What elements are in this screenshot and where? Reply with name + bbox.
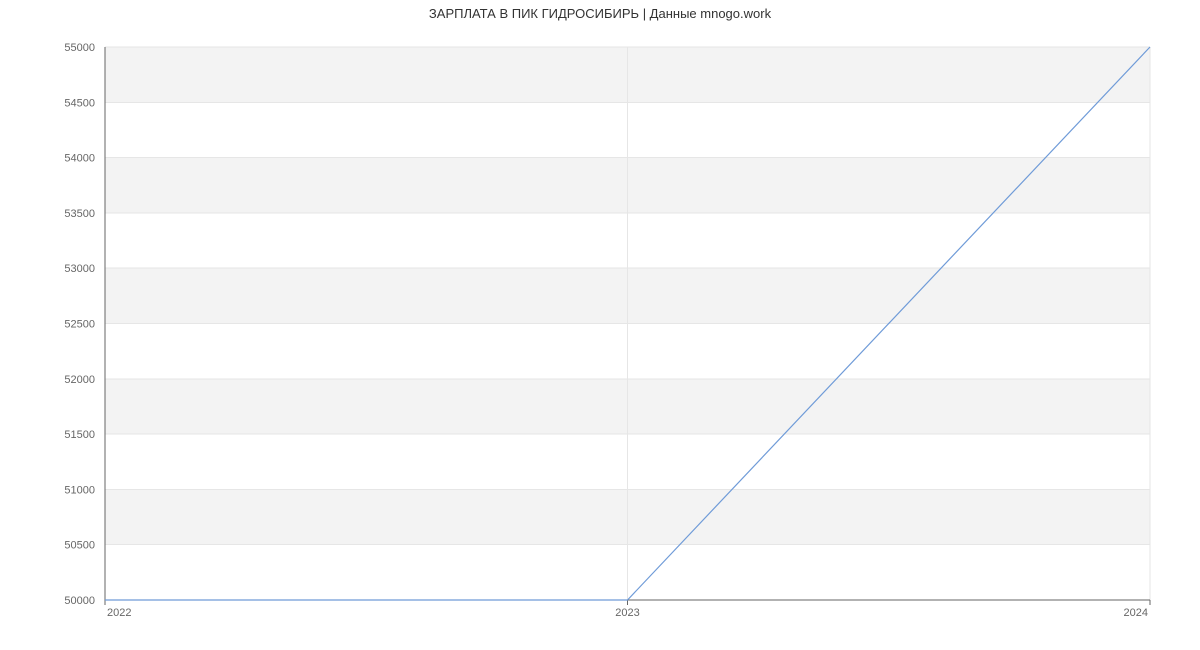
x-tick-label: 2022 (107, 607, 131, 619)
y-tick-label: 50000 (64, 595, 95, 607)
y-tick-label: 54500 (64, 97, 95, 109)
y-tick-label: 51500 (64, 429, 95, 441)
y-tick-label: 55000 (64, 42, 95, 54)
y-tick-label: 50500 (64, 540, 95, 552)
y-tick-label: 53000 (64, 263, 95, 275)
y-tick-label: 52500 (64, 319, 95, 331)
y-tick-label: 53500 (64, 208, 95, 220)
x-tick-label: 2024 (1124, 607, 1148, 619)
y-tick-label: 54000 (64, 153, 95, 165)
x-tick-label: 2023 (615, 607, 639, 619)
chart-svg: 50000 50500 51000 51500 52000 52500 53000 53500… (0, 0, 1200, 650)
salary-line-chart: ЗАРПЛАТА В ПИК ГИДРОСИБИРЬ | Данные mnog… (0, 0, 1200, 650)
y-tick-label: 52000 (64, 374, 95, 386)
y-tick-label: 51000 (64, 484, 95, 496)
